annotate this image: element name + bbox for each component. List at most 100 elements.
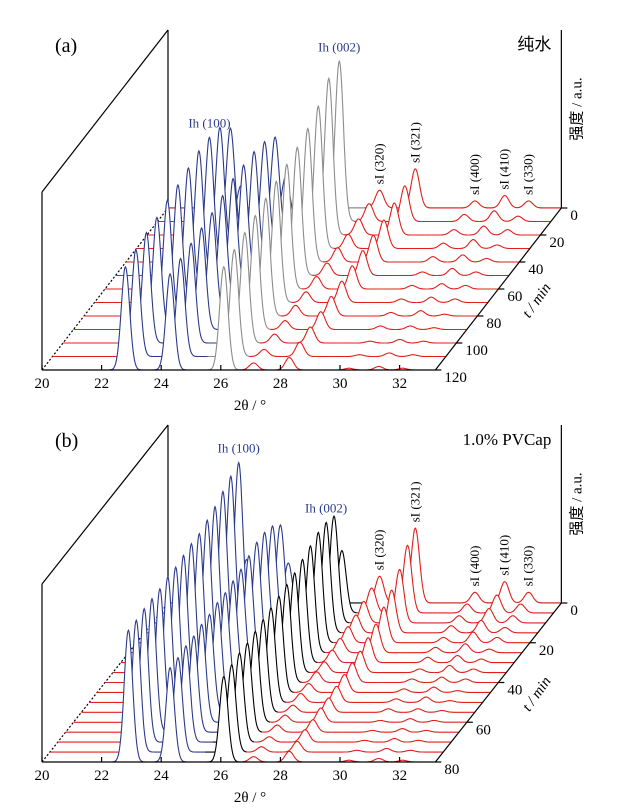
x-axis-label: 2θ / ° — [234, 790, 266, 806]
diffraction-peak — [442, 654, 470, 664]
z-tick-label: 80 — [444, 762, 459, 778]
diffraction-peak — [479, 210, 507, 223]
diffraction-peak — [437, 700, 483, 703]
annotation: 1.0% PVCap — [463, 430, 552, 449]
diffraction-peak — [322, 247, 356, 263]
diffraction-peak — [445, 200, 490, 209]
x-axis-label: 2θ / ° — [234, 398, 266, 414]
diffraction-peak — [405, 646, 451, 654]
diffraction-peak — [361, 311, 406, 317]
diffraction-peak — [422, 327, 467, 331]
z-tick-label: 0 — [570, 603, 578, 619]
z-axis-label: t / min — [520, 674, 555, 715]
z-tick-label: 80 — [486, 316, 501, 332]
diffraction-peak — [334, 739, 380, 743]
panel-label: (b) — [55, 430, 78, 452]
diffraction-peak — [350, 325, 396, 331]
diffraction-peak — [403, 708, 430, 713]
diffraction-peak — [443, 298, 488, 304]
diffraction-peak — [358, 708, 404, 713]
peak-label: Ih (002) — [305, 500, 347, 515]
diffraction-peak — [287, 729, 335, 743]
diffraction-peak — [508, 603, 554, 614]
z-tick-label: 100 — [465, 343, 488, 359]
diffraction-peak — [447, 254, 475, 263]
diffraction-peak — [317, 649, 351, 664]
diffraction-peak — [371, 298, 417, 304]
x-tick-label: 28 — [273, 376, 288, 392]
diffraction-peak — [424, 229, 469, 236]
diffraction-peak — [280, 304, 314, 317]
diffraction-peak — [398, 749, 444, 753]
frame-line — [41, 424, 169, 585]
x-tick-label: 20 — [35, 768, 50, 784]
diffraction-peak — [397, 656, 443, 664]
peak-label: sI (410) — [497, 535, 512, 576]
diffraction-peak — [434, 664, 462, 674]
diffraction-peak — [493, 626, 538, 634]
z-tick-label: 20 — [549, 235, 564, 251]
diffraction-peak — [477, 648, 522, 654]
diffraction-peak — [426, 676, 454, 684]
peak-label: Ih (100) — [218, 441, 260, 456]
x-tick-label: 24 — [154, 376, 170, 392]
diffraction-peak — [411, 340, 457, 344]
peak-label: sI (330) — [521, 154, 536, 195]
diffraction-peak — [406, 739, 452, 743]
peak-label: sI (410) — [497, 149, 512, 190]
x-tick-label: 30 — [333, 376, 348, 392]
x-tick-label: 26 — [213, 768, 229, 784]
diffraction-peak — [437, 603, 482, 614]
diffraction-peak — [301, 275, 335, 290]
z-tick-label: 0 — [570, 208, 578, 224]
diffraction-peak — [495, 229, 541, 236]
diffraction-peak — [430, 709, 475, 713]
z-tick-label: 40 — [507, 683, 522, 699]
annotation: 纯水 — [517, 35, 551, 54]
diffraction-peak — [259, 333, 293, 344]
diffraction-peak — [374, 688, 419, 693]
peak-label: sI (320) — [372, 143, 387, 184]
diffraction-peak — [371, 747, 399, 753]
diffraction-peak — [246, 746, 280, 753]
diffraction-peak — [350, 719, 396, 723]
diffraction-peak — [426, 283, 454, 290]
diffraction-peak — [395, 718, 423, 723]
diffraction-peak — [437, 267, 465, 277]
peak-label: Ih (100) — [188, 115, 230, 130]
diffraction-peak — [500, 615, 546, 624]
diffraction-peak — [374, 352, 402, 358]
diffraction-peak — [506, 215, 551, 223]
diffraction-peak — [466, 619, 494, 634]
peak-label: sI (321) — [407, 122, 422, 163]
diffraction-peak — [392, 271, 438, 277]
diffraction-peak — [469, 658, 515, 664]
diffraction-peak — [395, 325, 423, 331]
diffraction-peak — [453, 678, 499, 684]
x-tick-label: 22 — [94, 768, 109, 784]
diffraction-peak — [270, 320, 303, 331]
diffraction-peak — [254, 736, 288, 743]
diffraction-peak — [282, 341, 330, 358]
diffraction-peak — [379, 738, 407, 743]
x-tick-label: 20 — [35, 376, 50, 392]
diffraction-peak — [342, 729, 388, 733]
frame-line — [41, 29, 169, 193]
diffraction-peak — [293, 682, 327, 693]
x-tick-label: 22 — [94, 376, 109, 392]
diffraction-peak — [485, 636, 530, 644]
diffraction-peak — [291, 291, 324, 304]
diffraction-peak — [262, 724, 296, 733]
z-tick-label: 60 — [476, 722, 491, 738]
diffraction-peak — [327, 749, 372, 753]
x-tick-label: 32 — [392, 376, 407, 392]
diffraction-peak — [312, 262, 345, 277]
panel-label: (a) — [55, 35, 77, 57]
diffraction-peak — [432, 313, 478, 317]
diffraction-peak — [422, 719, 467, 723]
peak-label: sI (330) — [521, 546, 536, 587]
diffraction-peak — [382, 284, 427, 290]
peak-label: Ih (002) — [318, 39, 360, 54]
diffraction-peak — [333, 233, 366, 250]
diffraction-peak — [453, 284, 499, 290]
